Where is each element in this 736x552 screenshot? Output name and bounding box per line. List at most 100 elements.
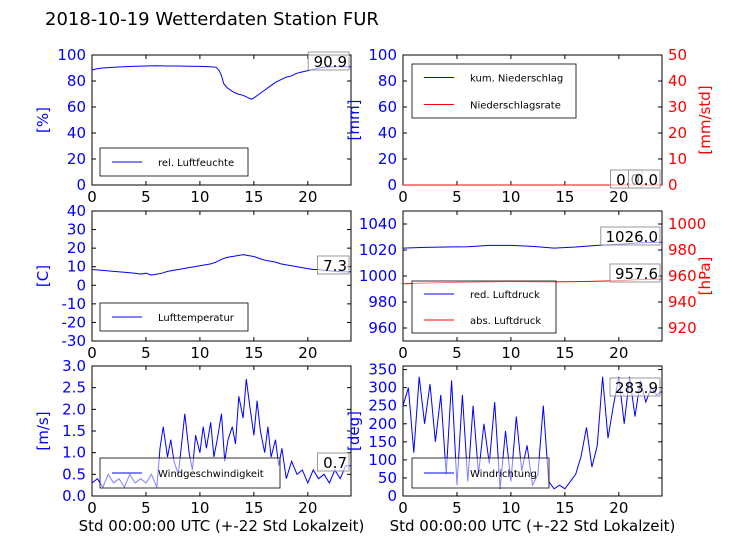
y-tick-label-winddirection: 150 [368,433,397,451]
y-tick-label-winddirection: 50 [378,469,397,487]
y-tick-label-pressure: 1000 [359,267,397,285]
x-tick-label-pressure: 10 [501,344,520,362]
y-tick-label-temperature: -30 [62,332,87,350]
x-tick-label-humidity: 0 [87,188,97,206]
y-tick-label-winddirection: 250 [368,397,397,415]
y2-tick-label-pressure: 940 [668,293,697,311]
x-tick-label-pressure: 5 [452,344,462,362]
annotation-box-pressure-1 [609,263,661,283]
x-tick-label-temperature: 15 [244,344,263,362]
y-tick-label-windspeed: 2.0 [62,400,86,418]
y2-axis-label-pressure: [hPa] [696,257,714,296]
page-title: 2018-10-19 Wetterdaten Station FUR [45,9,379,30]
annotation-box-pressure-0 [600,226,661,246]
y-tick-label-temperature: 20 [67,239,86,257]
y-tick-label-humidity: 40 [67,124,86,142]
legend-label-temperature-0: Lufttemperatur [158,313,235,324]
y-tick-label-humidity: 0 [76,176,86,194]
x-tick-label-humidity: 5 [141,188,151,206]
y-tick-label-temperature: -20 [62,313,87,331]
y-axis-label-precipitation: [mm] [345,100,363,141]
y-tick-label-temperature: -10 [62,295,87,313]
x-tick-label-winddirection: 5 [452,499,462,517]
legend-label-humidity-0: rel. Luftfeuchte [158,158,234,169]
x-tick-label-humidity: 10 [190,188,209,206]
annotation-value-winddirection-0: 283.9 [615,379,658,397]
annotation-value-pressure-0: 1026.0 [606,228,659,246]
x-tick-label-pressure: 20 [609,344,628,362]
y-tick-label-temperature: 30 [67,221,86,239]
x-tick-label-temperature: 10 [190,344,209,362]
annotation-value-windspeed-0: 0.7 [323,454,347,472]
annotation-value-precipitation-1: 0.0 [634,171,658,189]
annotation-box-winddirection-0 [609,377,661,397]
x-tick-label-temperature: 20 [298,344,317,362]
y-tick-label-precipitation: 40 [378,124,397,142]
legend-label-precipitation-1: Niederschlagsrate [470,101,561,112]
y2-tick-label-pressure: 1000 [668,215,706,233]
y-tick-label-humidity: 80 [67,72,86,90]
y2-tick-label-precipitation: 0 [668,176,678,194]
y-tick-label-winddirection: 200 [368,415,397,433]
annotation-box-humidity-0 [307,51,350,71]
y-tick-label-windspeed: 0.5 [62,465,86,483]
x-tick-label-temperature: 5 [141,344,151,362]
y-tick-label-precipitation: 60 [378,98,397,116]
y-tick-label-windspeed: 0.0 [62,487,86,505]
x-tick-label-precipitation: 10 [501,188,520,206]
y-axis-label-windspeed: [m/s] [34,411,52,450]
x-tick-label-windspeed: 15 [244,499,263,517]
y-tick-label-precipitation: 80 [378,72,397,90]
y-tick-label-pressure: 1020 [359,241,397,259]
legend-label-pressure-0: red. Luftdruck [470,290,540,301]
x-tick-label-precipitation: 0 [398,188,408,206]
x-axis-label-winddirection: Std 00:00:00 UTC (+-22 Std Lokalzeit) [390,517,676,535]
x-tick-label-winddirection: 15 [555,499,574,517]
y2-tick-label-precipitation: 20 [668,124,687,142]
y2-tick-label-precipitation: 50 [668,46,687,64]
y2-tick-label-pressure: 980 [668,241,697,259]
legend-box-pressure [411,280,557,334]
x-axis-label-windspeed: Std 00:00:00 UTC (+-22 Std Lokalzeit) [79,517,365,535]
annotation-box-windspeed-0 [316,452,350,472]
x-tick-label-temperature: 0 [87,344,97,362]
y-tick-label-humidity: 60 [67,98,86,116]
y-tick-label-temperature: 0 [76,276,86,294]
x-tick-label-windspeed: 10 [190,499,209,517]
y2-tick-label-precipitation: 40 [668,72,687,90]
y-tick-label-humidity: 100 [57,46,86,64]
annotation-value-pressure-1: 957.6 [615,265,658,283]
x-tick-label-winddirection: 0 [398,499,408,517]
legend-box-precipitation [411,63,577,119]
y-axis-label-humidity: [%] [34,107,52,133]
x-tick-label-windspeed: 5 [141,499,151,517]
legend-label-winddirection-0: Windrichtung [470,469,537,480]
x-tick-label-precipitation: 20 [609,188,628,206]
y-tick-label-winddirection: 300 [368,379,397,397]
y-axis-label-temperature: [C] [34,265,52,287]
y-tick-label-winddirection: 100 [368,451,397,469]
x-tick-label-precipitation: 5 [452,188,462,206]
y-tick-label-humidity: 20 [67,150,86,168]
y2-tick-label-precipitation: 30 [668,98,687,116]
y2-axis-label-precipitation: [mm/std] [696,85,714,154]
annotation-box-precipitation-1 [628,169,661,189]
series-line-temperature-0 [91,254,352,276]
x-tick-label-winddirection: 20 [609,499,628,517]
x-tick-label-windspeed: 20 [298,499,317,517]
y-tick-label-temperature: 40 [67,202,86,220]
x-tick-label-windspeed: 0 [87,499,97,517]
x-tick-label-humidity: 15 [244,188,263,206]
y-tick-label-winddirection: 350 [368,361,397,379]
y-tick-label-precipitation: 100 [368,46,397,64]
legend-label-pressure-1: abs. Luftdruck [470,316,541,327]
x-tick-label-pressure: 15 [555,344,574,362]
y-axis-label-winddirection: [deg] [345,411,363,451]
y-tick-label-windspeed: 2.5 [62,379,86,397]
y-tick-label-precipitation: 20 [378,150,397,168]
y-tick-label-windspeed: 1.0 [62,444,86,462]
x-tick-label-humidity: 20 [298,188,317,206]
x-tick-label-pressure: 0 [398,344,408,362]
